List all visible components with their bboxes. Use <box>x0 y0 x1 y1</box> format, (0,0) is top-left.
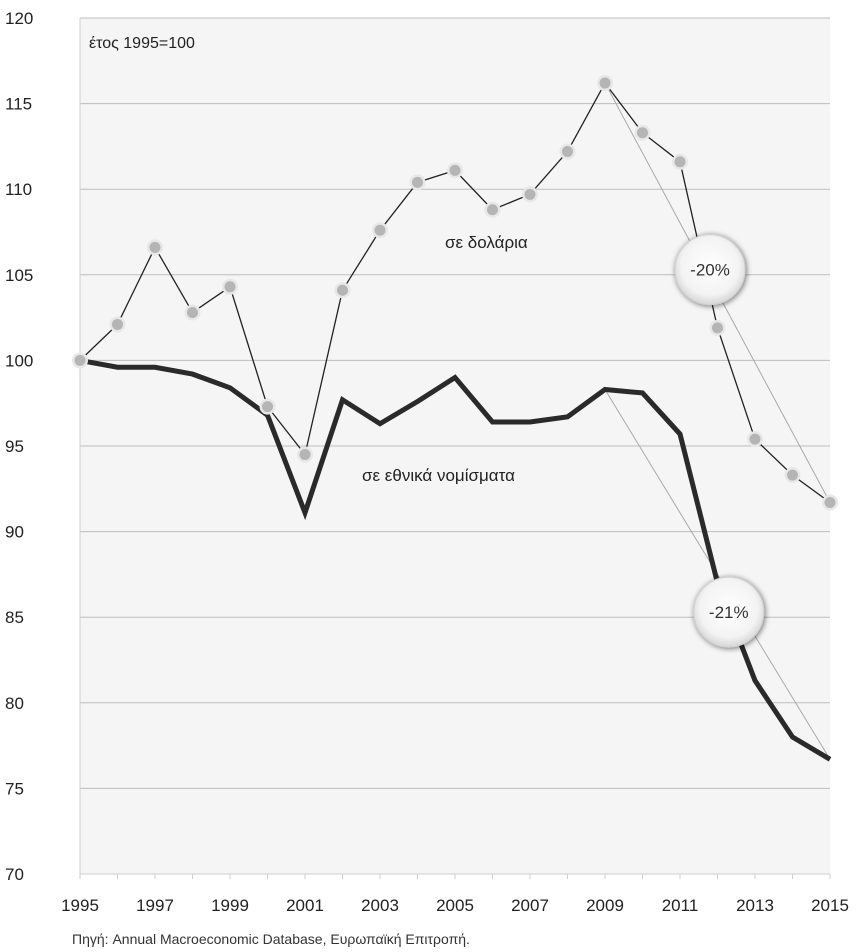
base-year-note: έτος 1995=100 <box>89 35 195 52</box>
series-point-dollars <box>449 164 461 176</box>
series-label-dollars: σε δολάρια <box>445 233 528 252</box>
annotation-badge-label: -21% <box>709 603 749 622</box>
y-tick-label: 80 <box>5 694 24 713</box>
x-tick-label: 2005 <box>436 896 474 915</box>
x-tick-label: 2013 <box>736 896 774 915</box>
y-tick-label: 115 <box>5 95 32 114</box>
x-tick-label: 2011 <box>662 896 699 915</box>
series-point-dollars <box>637 127 648 139</box>
series-point-dollars <box>187 306 198 318</box>
x-tick-label: 2009 <box>586 896 624 915</box>
series-point-dollars <box>749 433 761 445</box>
series-point-dollars <box>824 496 836 508</box>
y-tick-label: 85 <box>5 608 24 627</box>
y-tick-label: 105 <box>5 266 33 285</box>
series-point-dollars <box>412 176 423 188</box>
series-point-dollars <box>262 401 273 413</box>
y-tick-label: 90 <box>5 523 24 542</box>
x-tick-label: 2003 <box>361 896 399 915</box>
annotation-badges: -20% -21% <box>674 234 765 648</box>
y-tick-label: 95 <box>5 437 24 456</box>
x-tick-label: 1999 <box>211 896 249 915</box>
x-tick-label: 2007 <box>511 896 549 915</box>
series-point-dollars <box>112 318 123 330</box>
y-tick-label: 70 <box>5 865 24 884</box>
series-point-dollars <box>337 284 348 296</box>
source-note: Πηγή: Annual Macroeconomic Database, Ευρ… <box>72 931 470 947</box>
series-point-dollars <box>524 188 536 200</box>
x-tick-label: 2015 <box>811 896 849 915</box>
annotation-badge-label: -20% <box>690 261 730 280</box>
series-layer <box>72 75 838 762</box>
series-point-dollars <box>787 469 798 481</box>
annotation-badge <box>693 576 765 648</box>
x-axis: 1995 1997 1999 2001 2003 2005 2007 2009 2011 2013… <box>61 873 849 915</box>
series-point-dollars <box>224 281 236 293</box>
x-tick-label: 2001 <box>286 896 324 915</box>
series-point-dollars <box>712 322 723 334</box>
series-point-dollars <box>74 354 86 366</box>
y-tick-label: 110 <box>5 180 32 199</box>
series-label-national-currencies: σε εθνικά νομίσματα <box>362 466 515 485</box>
y-axis: 70 75 80 85 90 95 100 105 110 115 120 <box>5 9 81 884</box>
series-point-dollars <box>599 77 611 89</box>
series-point-dollars <box>487 204 498 216</box>
series-point-dollars <box>562 146 573 158</box>
series-line-national-currencies <box>79 357 832 762</box>
series-point-dollars <box>374 224 386 236</box>
y-tick-label: 120 <box>5 9 33 28</box>
series-point-dollars <box>674 156 686 168</box>
y-tick-label: 75 <box>5 779 24 798</box>
series-point-dollars <box>299 449 311 461</box>
x-tick-label: 1995 <box>61 896 99 915</box>
annotation-badge <box>674 234 746 306</box>
series-point-dollars <box>149 241 161 253</box>
x-tick-label: 1997 <box>136 896 174 915</box>
y-tick-label: 100 <box>5 351 33 370</box>
